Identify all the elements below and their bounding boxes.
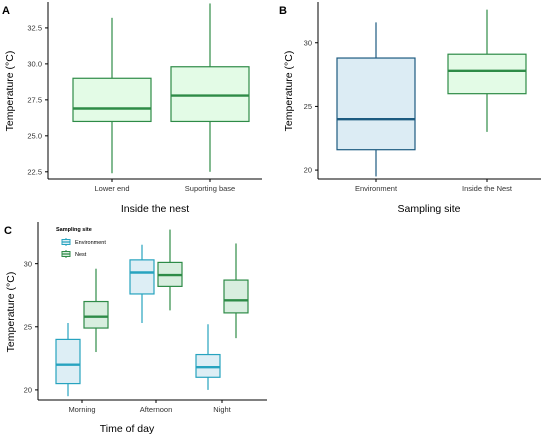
y-tick-label: 20	[24, 386, 32, 395]
y-tick-label: 25.0	[27, 131, 42, 140]
box-lower-end	[72, 17, 152, 174]
box-iqr	[336, 57, 416, 151]
legend-entry-nest: Nest	[61, 250, 87, 258]
panel-c-boxes	[55, 229, 249, 397]
panel-a-tag: A	[2, 5, 10, 17]
panel-a: A 22.5 25.0 27.5 30.0 32.5 Lower end Suportin…	[2, 2, 262, 215]
box-nest-afternoon	[157, 229, 183, 311]
panel-a-x-title: Inside the nest	[121, 203, 189, 215]
legend-entry-environment: Environment	[61, 238, 106, 246]
box-iqr	[170, 66, 250, 123]
x-tick-label: Lower end	[94, 184, 129, 193]
box-suporting-base	[170, 3, 250, 172]
x-tick-label: Environment	[355, 184, 398, 193]
x-tick-label: Night	[213, 405, 231, 414]
box-nest-morning	[83, 268, 109, 353]
legend-label-environment: Environment	[75, 240, 106, 246]
y-tick-label: 30	[304, 38, 312, 47]
panel-c-y-ticks: 20 25 30	[24, 259, 38, 395]
legend-title: Sampling site	[56, 227, 92, 233]
y-tick-label: 30.0	[27, 59, 42, 68]
y-tick-label: 30	[24, 259, 32, 268]
panel-c-tag: C	[4, 225, 12, 237]
y-tick-label: 27.5	[27, 95, 42, 104]
y-tick-label: 25	[24, 322, 32, 331]
x-tick-label: Inside the Nest	[462, 184, 513, 193]
box-iqr	[195, 353, 221, 378]
y-tick-label: 22.5	[27, 167, 42, 176]
panel-b-x-ticks: Environment Inside the Nest	[355, 179, 513, 193]
panel-c-y-title: Temperature (°C)	[5, 272, 17, 353]
box-iqr	[72, 77, 152, 123]
box-environment-morning	[55, 322, 81, 397]
panel-b-y-ticks: 20 25 30	[304, 38, 318, 175]
y-tick-label: 32.5	[27, 24, 42, 33]
panel-b-y-title: Temperature (°C)	[283, 51, 295, 132]
box-inside-the-nest	[447, 9, 527, 132]
panel-a-y-ticks: 22.5 25.0 27.5 30.0 32.5	[27, 24, 48, 176]
panel-c-x-ticks: Morning Afternoon Night	[68, 400, 232, 414]
panel-b-boxes	[336, 9, 527, 177]
box-environment-afternoon	[129, 244, 155, 323]
box-iqr	[129, 259, 155, 295]
box-iqr	[447, 53, 527, 95]
panel-c: C 20 25 30 Morning Afternoon Night Sampling …	[4, 222, 267, 435]
panel-b-x-title: Sampling site	[397, 203, 460, 215]
panel-a-y-title: Temperature (°C)	[4, 51, 16, 132]
box-iqr	[83, 300, 109, 329]
box-iqr	[223, 279, 249, 314]
legend-label-nest: Nest	[75, 252, 87, 258]
panel-a-x-ticks: Lower end Suporting base	[94, 179, 235, 193]
y-tick-label: 20	[304, 166, 312, 175]
box-environment	[336, 22, 416, 177]
box-environment-night	[195, 324, 221, 390]
panel-c-x-title: Time of day	[100, 423, 155, 435]
x-tick-label: Morning	[68, 405, 95, 414]
panel-b: B 20 25 30 Environment Inside the Nest Samp…	[279, 2, 541, 215]
panel-c-legend: Sampling site Environment Nest	[56, 227, 106, 258]
box-nest-night	[223, 243, 249, 339]
box-iqr	[55, 338, 81, 385]
panel-a-boxes	[72, 3, 250, 174]
x-tick-label: Suporting base	[185, 184, 235, 193]
y-tick-label: 25	[304, 102, 312, 111]
panel-b-tag: B	[279, 5, 287, 17]
x-tick-label: Afternoon	[140, 405, 173, 414]
